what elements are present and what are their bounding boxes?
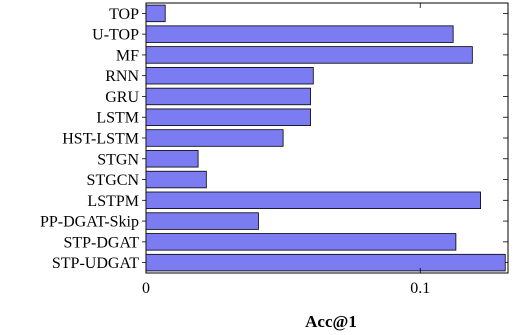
- x-tick-label: 0: [142, 280, 150, 297]
- bar-stgn: [145, 150, 199, 168]
- bar-gru: [145, 87, 311, 106]
- category-label: GRU: [105, 89, 139, 106]
- category-label: STP-DGAT: [63, 234, 139, 251]
- bar-lstm: [145, 108, 311, 126]
- x-tick-label: 0.1: [410, 280, 430, 297]
- category-label: STP-UDGAT: [52, 255, 139, 272]
- bar-pp-dgat-skip: [145, 212, 259, 230]
- category-labels: TOP U-TOP MF RNN GRU LSTM HST-LSTM STGN STGCN LST…: [40, 6, 146, 272]
- category-label: U-TOP: [92, 27, 139, 44]
- x-ticks: 0 0.1: [142, 3, 430, 297]
- bar-stgcn: [145, 170, 207, 189]
- x-axis-label: Acc@1: [305, 312, 357, 331]
- category-label: RNN: [105, 68, 139, 85]
- bar-lstpm: [145, 191, 481, 210]
- category-label: MF: [116, 47, 139, 64]
- category-label: STGCN: [87, 172, 140, 189]
- bar-stp-dgat: [145, 233, 457, 251]
- category-label: STGN: [97, 151, 139, 168]
- bar-stp-udgat: [145, 253, 506, 272]
- category-label: TOP: [109, 6, 139, 23]
- bars: [145, 4, 506, 272]
- category-label: PP-DGAT-Skip: [40, 214, 139, 231]
- bar-mf: [145, 46, 473, 64]
- bar-top: [145, 4, 166, 23]
- category-label: HST-LSTM: [62, 131, 139, 148]
- bar-hst-lstm: [145, 129, 284, 147]
- bar-u-top: [145, 25, 454, 43]
- category-label: LSTPM: [87, 193, 139, 210]
- bar-rnn: [145, 66, 314, 85]
- category-label: LSTM: [96, 110, 139, 127]
